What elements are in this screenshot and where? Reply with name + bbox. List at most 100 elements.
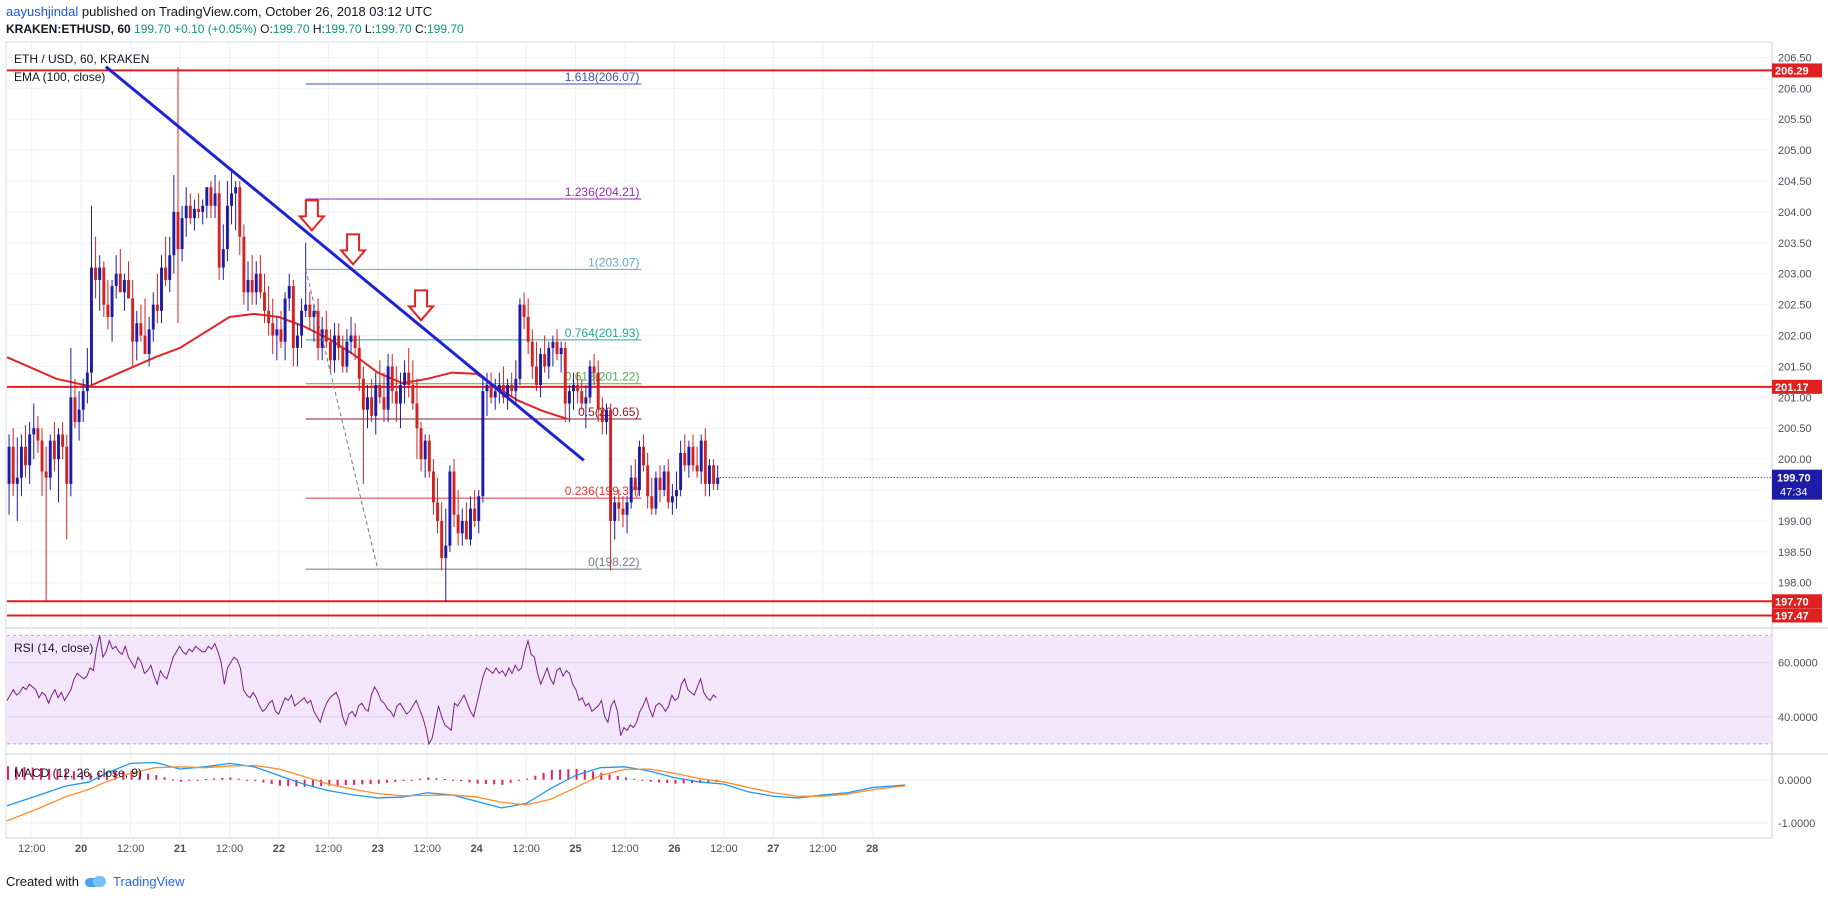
candle-down [176, 211, 180, 250]
candle-down [263, 292, 266, 311]
candle-up [333, 335, 336, 361]
macd-pane-title: MACD (12, 26, close, 9) [14, 766, 143, 780]
open-label: O: [260, 22, 273, 36]
close-label: C: [414, 22, 427, 36]
macd-histogram-bar [303, 779, 306, 787]
candle-down [510, 384, 514, 392]
candle-up [460, 520, 464, 534]
candle-up [19, 446, 23, 478]
macd-histogram-bar [526, 778, 529, 780]
candle-down [407, 372, 411, 385]
macd-histogram-bar [427, 777, 430, 780]
candle-down [530, 341, 534, 367]
candle-up [386, 366, 390, 410]
candle-down [431, 471, 435, 503]
candle-down [502, 384, 505, 398]
candle-up [205, 187, 209, 206]
candle-down [543, 354, 547, 367]
candle-up [254, 273, 258, 293]
candle-down [65, 446, 69, 484]
macd-histogram-bar [443, 779, 446, 781]
x-tick-label: 12:00 [611, 843, 639, 855]
candle-up [675, 490, 678, 497]
candle-up [345, 341, 349, 367]
macd-histogram-bar [633, 778, 636, 780]
publish-header: aayushjindal published on TradingView.co… [6, 4, 432, 20]
last-price: 199.70 [134, 22, 171, 36]
candle-up [110, 286, 114, 318]
macd-histogram-bar [468, 779, 471, 783]
macd-histogram-bar [501, 779, 504, 785]
price-tick-label: 198.50 [1778, 547, 1812, 559]
macd-histogram-bar [328, 779, 331, 786]
candle-up [304, 304, 308, 311]
candle-down [279, 329, 283, 342]
macd-histogram-bar [509, 779, 512, 783]
x-tick-label: 21 [174, 843, 186, 855]
candle-down [390, 366, 394, 392]
candle-up [670, 496, 674, 503]
candle-up [32, 428, 36, 435]
rsi-tick-label: 40.0000 [1778, 712, 1818, 724]
macd-histogram-bar [270, 779, 273, 785]
candle-up [221, 249, 225, 268]
fib-label-0: 0(198.22) [588, 555, 639, 569]
publish-text: published on TradingView.com, October 26… [81, 4, 433, 19]
macd-histogram-bar [163, 777, 166, 780]
candle-down [131, 298, 135, 342]
x-tick-label: 12:00 [18, 843, 46, 855]
x-tick-label: 12:00 [710, 843, 738, 855]
fib-label-0.618: 0.618(201.22) [565, 370, 640, 384]
macd-histogram-bar [435, 778, 438, 780]
x-tick-label: 26 [668, 843, 680, 855]
candle-down [188, 205, 192, 219]
macd-histogram-bar [31, 767, 34, 780]
rsi-pane-title: RSI (14, close) [14, 641, 94, 655]
macd-histogram-bar [592, 771, 595, 780]
candle-down [658, 477, 662, 491]
macd-histogram-bar [517, 779, 520, 781]
created-with-label: Created with [6, 874, 79, 889]
x-tick-label: 25 [569, 843, 581, 855]
fib-label-0.764: 0.764(201.93) [565, 326, 640, 340]
candle-down [382, 397, 386, 410]
macd-histogram-bar [196, 779, 199, 781]
candle-up [588, 366, 592, 398]
macd-histogram-bar [583, 770, 586, 780]
bar-countdown-label: 47:34 [1780, 487, 1808, 499]
x-tick-label: 12:00 [413, 843, 441, 855]
candle-up [48, 440, 52, 478]
macd-histogram-bar [147, 773, 150, 780]
candle-up [637, 446, 641, 491]
price-pane-title: ETH / USD, 60, KRAKEN [14, 52, 150, 66]
price-tick-label: 205.00 [1778, 145, 1812, 157]
candle-up [559, 347, 563, 355]
candle-down [24, 446, 27, 466]
candle-down [118, 273, 122, 293]
fib-label-1.236: 1.236(204.21) [565, 185, 640, 199]
price-tick-label: 201.00 [1778, 392, 1812, 404]
rsi-band [7, 635, 1772, 744]
macd-histogram-bar [204, 779, 207, 781]
macd-histogram-bar [97, 772, 100, 780]
candle-down [370, 397, 374, 416]
author-link[interactable]: aayushjindal [6, 4, 79, 19]
price-tick-label: 200.00 [1778, 454, 1812, 466]
macd-histogram-bar [138, 772, 141, 780]
x-tick-label: 12:00 [809, 843, 837, 855]
candle-up [230, 193, 233, 206]
macd-histogram-bar [641, 779, 644, 781]
candle-up [469, 508, 472, 540]
price-tick-label: 204.50 [1778, 176, 1812, 188]
candle-down [609, 409, 613, 521]
candle-up [184, 205, 188, 219]
current-price-label: 199.70 [1777, 473, 1811, 485]
macd-histogram-bar [608, 774, 611, 780]
tradingview-brand-link[interactable]: TradingView [112, 874, 185, 889]
candle-down [642, 446, 645, 466]
candle-down [242, 236, 246, 293]
candle-down [353, 335, 357, 348]
symbol-header: KRAKEN:ETHUSD, 60 199.70 +0.10 (+0.05%) … [6, 21, 464, 37]
candle-up [69, 397, 73, 484]
